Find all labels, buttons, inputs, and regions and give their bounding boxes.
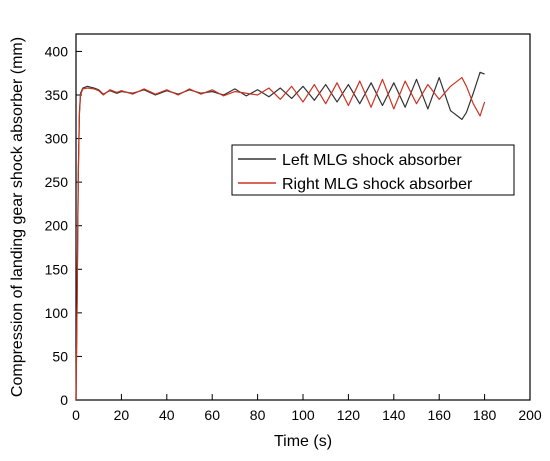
- y-tick-label: 300: [45, 131, 69, 147]
- x-axis-label: Time (s): [274, 433, 332, 450]
- legend-box: [231, 144, 515, 196]
- y-axis-label: Compression of landing gear shock absorb…: [9, 37, 26, 397]
- y-tick-label: 50: [52, 348, 68, 364]
- x-tick-label: 100: [291, 407, 315, 423]
- legend-label-right: Right MLG shock absorber: [282, 176, 473, 193]
- x-tick-label: 20: [114, 407, 130, 423]
- x-tick-label: 120: [337, 407, 361, 423]
- x-tick-label: 160: [428, 407, 452, 423]
- y-tick-label: 250: [45, 174, 69, 190]
- legend-label-left: Left MLG shock absorber: [282, 152, 462, 169]
- x-tick-label: 40: [159, 407, 175, 423]
- x-tick-label: 200: [518, 407, 542, 423]
- series-line-right-mlg: [75, 76, 486, 401]
- x-tick-label: 0: [72, 407, 80, 423]
- series-group: [75, 71, 486, 401]
- series-line-left-mlg: [75, 71, 485, 401]
- y-axis-ticks: 0 50 100 150 200 250 300 350 400: [45, 43, 82, 408]
- y-tick-label: 100: [45, 305, 69, 321]
- x-tick-label: 60: [204, 407, 220, 423]
- y-tick-label: 350: [45, 87, 69, 103]
- x-tick-label: 80: [250, 407, 266, 423]
- y-tick-label: 200: [45, 218, 69, 234]
- x-tick-label: 140: [382, 407, 406, 423]
- x-axis-ticks: 0 20 40 60 80 100 120 140 160 180 200: [72, 394, 542, 423]
- legend: Left MLG shock absorber Right MLG shock …: [231, 144, 515, 196]
- y-tick-label: 400: [45, 43, 69, 59]
- y-tick-label: 150: [45, 261, 69, 277]
- y-tick-label: 0: [60, 392, 68, 408]
- x-tick-label: 180: [473, 407, 497, 423]
